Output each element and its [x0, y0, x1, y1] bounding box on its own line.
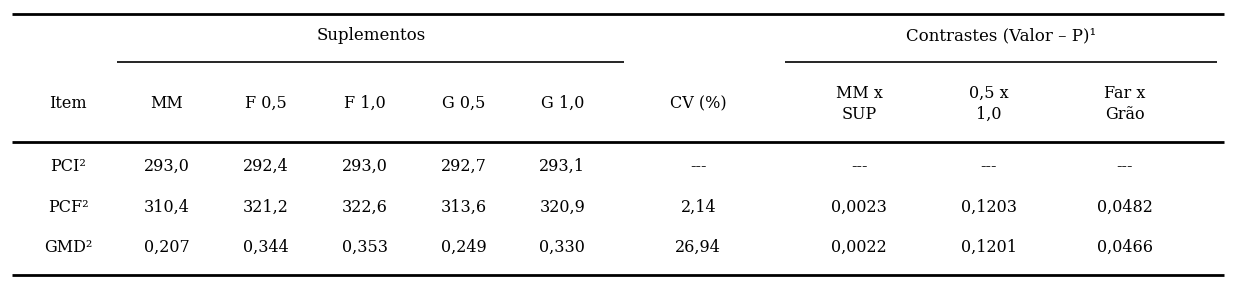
Text: 293,1: 293,1 — [539, 158, 586, 175]
Text: 0,249: 0,249 — [440, 239, 487, 256]
Text: F 0,5: F 0,5 — [245, 95, 287, 112]
Text: G 0,5: G 0,5 — [441, 95, 486, 112]
Text: 293,0: 293,0 — [341, 158, 388, 175]
Text: MM x
SUP: MM x SUP — [836, 85, 883, 123]
Text: 0,0022: 0,0022 — [831, 239, 887, 256]
Text: 2,14: 2,14 — [681, 199, 716, 216]
Text: 0,1203: 0,1203 — [960, 199, 1017, 216]
Text: Far x
Grão: Far x Grão — [1104, 85, 1146, 123]
Text: 0,0023: 0,0023 — [831, 199, 887, 216]
Text: 321,2: 321,2 — [242, 199, 289, 216]
Text: 26,94: 26,94 — [675, 239, 722, 256]
Text: 0,0482: 0,0482 — [1096, 199, 1153, 216]
Text: 0,353: 0,353 — [341, 239, 388, 256]
Text: CV (%): CV (%) — [670, 95, 727, 112]
Text: ---: --- — [980, 158, 997, 175]
Text: 0,344: 0,344 — [242, 239, 289, 256]
Text: ---: --- — [690, 158, 707, 175]
Text: 0,0466: 0,0466 — [1096, 239, 1153, 256]
Text: 292,7: 292,7 — [440, 158, 487, 175]
Text: MM: MM — [151, 95, 183, 112]
Text: 293,0: 293,0 — [143, 158, 190, 175]
Text: PCF²: PCF² — [48, 199, 88, 216]
Text: GMD²: GMD² — [43, 239, 93, 256]
Text: G 1,0: G 1,0 — [540, 95, 585, 112]
Text: Item: Item — [49, 95, 87, 112]
Text: 320,9: 320,9 — [539, 199, 586, 216]
Text: 313,6: 313,6 — [440, 199, 487, 216]
Text: 0,330: 0,330 — [539, 239, 586, 256]
Text: Contrastes (Valor – P)¹: Contrastes (Valor – P)¹ — [906, 27, 1096, 44]
Text: 322,6: 322,6 — [341, 199, 388, 216]
Text: 292,4: 292,4 — [242, 158, 289, 175]
Text: 0,1201: 0,1201 — [960, 239, 1017, 256]
Text: 310,4: 310,4 — [143, 199, 190, 216]
Text: 0,5 x
1,0: 0,5 x 1,0 — [969, 85, 1009, 123]
Text: F 1,0: F 1,0 — [344, 95, 386, 112]
Text: PCI²: PCI² — [49, 158, 87, 175]
Text: ---: --- — [1116, 158, 1133, 175]
Text: Suplementos: Suplementos — [316, 27, 425, 44]
Text: 0,207: 0,207 — [143, 239, 190, 256]
Text: ---: --- — [850, 158, 868, 175]
